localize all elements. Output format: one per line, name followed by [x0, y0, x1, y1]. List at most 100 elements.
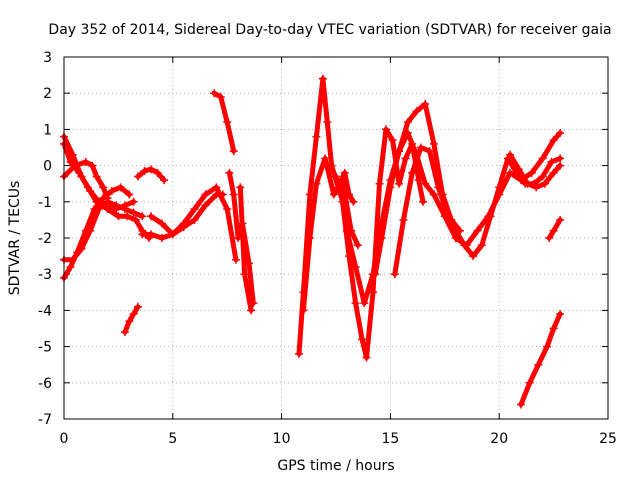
data-point: [299, 306, 308, 315]
data-point: [540, 179, 549, 188]
y-tick-label: -2: [38, 231, 52, 247]
data-point: [462, 241, 471, 250]
data-point: [305, 234, 314, 242]
data-point: [556, 161, 565, 170]
data-point: [236, 183, 245, 192]
data-point: [549, 136, 558, 145]
data-point: [120, 328, 129, 337]
data-point: [318, 74, 327, 83]
data-point: [129, 310, 138, 319]
y-tick-label: -3: [38, 267, 52, 283]
plot-frame: [63, 56, 609, 420]
data-point: [538, 172, 547, 181]
data-point: [68, 255, 77, 264]
data-point: [157, 219, 166, 228]
data-point: [371, 270, 380, 279]
data-point: [386, 183, 395, 192]
data-point: [218, 190, 227, 199]
series-line: [148, 192, 226, 237]
data-point: [395, 179, 404, 188]
data-point: [147, 212, 156, 221]
data-point: [88, 161, 97, 170]
data-point: [338, 197, 347, 206]
data-point: [506, 168, 515, 177]
data-point: [329, 190, 338, 199]
data-point: [527, 168, 536, 177]
data-point: [401, 154, 410, 163]
data-point: [147, 230, 156, 239]
data-point: [321, 154, 330, 163]
data-point: [212, 183, 221, 192]
data-point: [414, 176, 423, 185]
data-point: [133, 172, 142, 181]
data-point: [516, 400, 525, 409]
data-point: [107, 186, 116, 195]
data-point: [114, 212, 123, 221]
data-point: [295, 349, 304, 358]
data-point: [556, 154, 565, 163]
data-point: [377, 234, 386, 242]
data-point: [312, 179, 321, 188]
data-point: [451, 234, 460, 242]
data-point: [349, 197, 358, 206]
series-line: [518, 311, 563, 407]
data-point: [229, 190, 238, 199]
data-point: [388, 136, 397, 145]
data-point: [549, 324, 558, 333]
data-point: [131, 215, 140, 224]
data-point: [419, 197, 428, 206]
data-point: [556, 310, 565, 319]
data-point: [484, 212, 493, 221]
series-track-5: [60, 197, 147, 264]
data-point: [545, 234, 554, 242]
data-point: [440, 212, 449, 221]
series-track-20: [506, 150, 565, 192]
data-point: [534, 360, 543, 369]
series-line: [546, 217, 563, 241]
data-point: [547, 157, 556, 166]
data-point: [77, 172, 86, 181]
data-point: [81, 157, 90, 166]
data-point: [421, 179, 430, 188]
data-point: [532, 183, 541, 192]
data-point: [375, 179, 384, 188]
data-point: [332, 172, 340, 181]
data-point: [556, 129, 565, 138]
data-point: [495, 190, 504, 199]
data-point: [125, 190, 134, 199]
data-point: [123, 212, 132, 221]
data-series: [60, 74, 565, 409]
data-point: [138, 230, 147, 239]
series-line: [372, 130, 437, 277]
data-point: [506, 150, 515, 159]
series-track-6: [120, 302, 142, 337]
data-point: [412, 107, 421, 116]
data-point: [416, 143, 425, 152]
series-line: [139, 184, 239, 263]
y-tick-label: 1: [43, 122, 52, 138]
data-point: [231, 255, 240, 264]
data-point: [168, 230, 177, 239]
data-point: [229, 147, 238, 156]
data-point: [153, 168, 162, 177]
data-point: [340, 168, 349, 177]
x-tick-label: 0: [60, 431, 69, 447]
data-point: [77, 244, 86, 253]
data-point: [323, 118, 332, 127]
data-point: [147, 165, 156, 174]
x-tick-label: 20: [490, 431, 508, 447]
data-point: [99, 194, 108, 203]
y-tick-labels: -7 -6 -5 -4 -3 -2 -1 0 1 2 3: [38, 50, 52, 428]
y-tick-label: -5: [38, 340, 52, 356]
data-point: [360, 299, 369, 308]
series-track-14: [299, 154, 362, 315]
data-point: [382, 125, 391, 134]
data-point: [179, 223, 188, 232]
series-track-9: [147, 190, 227, 239]
data-point: [525, 378, 534, 387]
series-track-12: [236, 183, 256, 315]
data-point: [421, 100, 430, 109]
y-tick-label: -6: [38, 376, 52, 392]
data-point: [538, 154, 547, 163]
